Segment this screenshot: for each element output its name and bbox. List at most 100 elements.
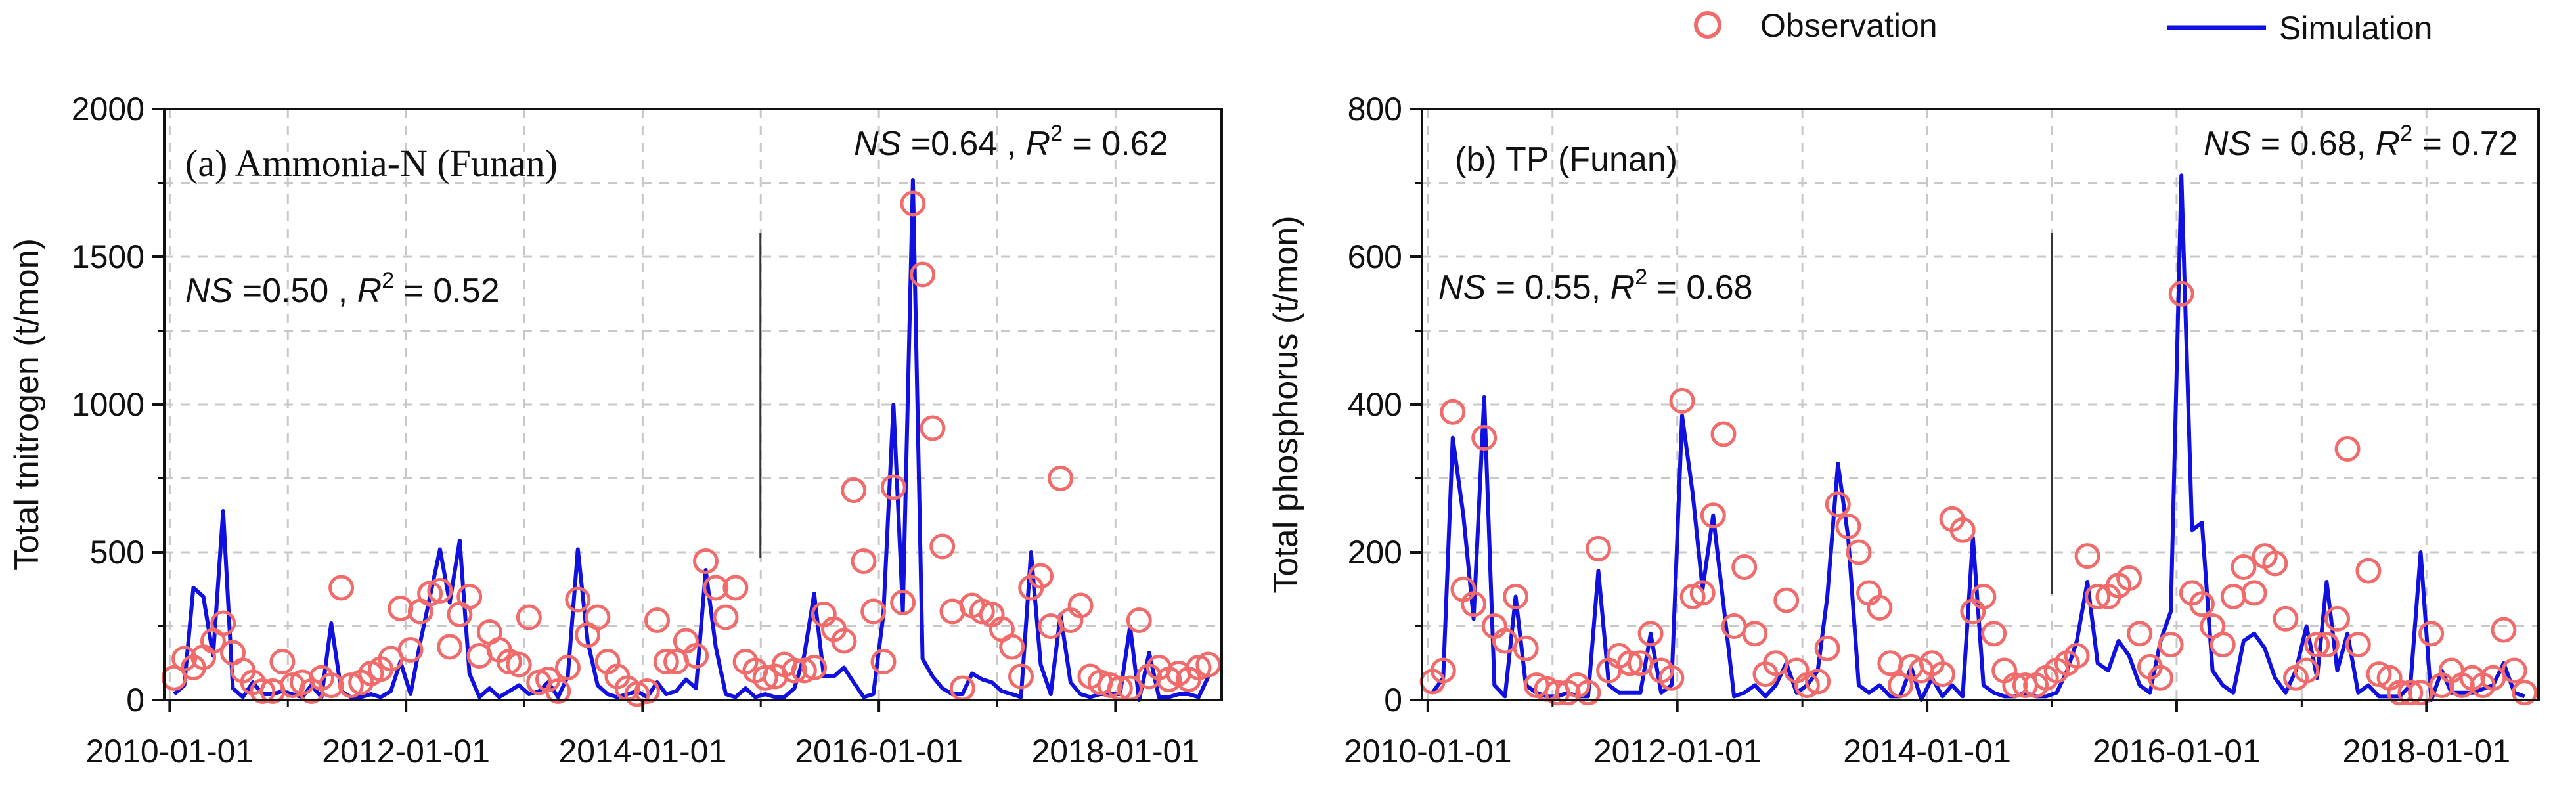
panel-a-observation-point [269, 649, 296, 674]
panel-b-frame [1421, 108, 2540, 701]
panel-b-observation-point [2074, 543, 2100, 569]
panel-b-ticks: 2010-01-01 2012-01-01 2014-01-01 2016-01-01… [1344, 91, 2510, 770]
panel-a-observation-point [693, 548, 719, 574]
panel-b-title: (b) TP (Funan) [1455, 141, 1677, 179]
panel-b-observation-point [1689, 580, 1716, 606]
panel-b-observation-point [1430, 657, 1456, 684]
panel-b-observation-point [2168, 280, 2194, 307]
panel-a-x-tick-label: 2014-01-01 [558, 733, 726, 770]
panel-b-observation-point [1513, 635, 1539, 661]
panel-a-validation-ns-value: =0.64 , [901, 125, 1025, 163]
panel-a-observation-point [338, 672, 364, 698]
panel-a-observation-point [565, 586, 591, 613]
panel-a-observation-point [929, 533, 956, 560]
panel-a-observation-point [880, 474, 906, 500]
panel-a-observation-point [801, 655, 828, 680]
panel-b-calibration-r2-exponent: 2 [1635, 265, 1647, 290]
panel-b-observation-point [2085, 584, 2111, 609]
panel-a-observation-point [713, 604, 739, 630]
panel-b-observation-point [1773, 587, 1800, 613]
legend-observation-marker [1694, 11, 1721, 39]
panel-b-validation-r2-exponent: 2 [2400, 121, 2412, 146]
panel-a-observation-point [318, 672, 344, 698]
panel-b: 2010-01-01 2012-01-01 2014-01-01 2016-01-01… [1267, 91, 2540, 770]
panel-b-observation-point [2324, 605, 2350, 632]
panel-b-observation-point [1949, 517, 1976, 543]
panel-b-observation-point [1794, 672, 1820, 698]
panel-a-calibration-ns-symbol: NS [185, 272, 233, 310]
panel-b-observation-point [1700, 502, 1726, 529]
panel-a-validation-stats: NS =0.64 , R2 = 0.62 [854, 121, 1168, 163]
panel-b-observation-point [1637, 621, 1664, 647]
panel-b-observation-point [2273, 605, 2299, 632]
panel-b-validation-ns-symbol: NS [2204, 125, 2252, 163]
panel-a-observation-point [791, 657, 817, 684]
panel-b-observation-point [1616, 650, 1643, 676]
panel-a-observation-point [250, 678, 276, 704]
panel-a-observation-point [999, 634, 1025, 660]
panel-b-observation-point [2064, 643, 2090, 669]
panel-b-x-tick-label: 2010-01-01 [1344, 733, 1512, 770]
panel-b-observation-point [2158, 632, 2184, 658]
panel-a-observation-point [1126, 607, 1152, 633]
panel-a-x-tick-label: 2010-01-01 [85, 733, 254, 770]
panel-b-observation-point [1461, 591, 1487, 617]
panel-a-ticks: 2010-01-01 2012-01-01 2014-01-01 2016-01-01… [72, 91, 1199, 770]
panel-a-grid [164, 109, 1222, 700]
panel-a-calibration-ns-value: =0.50 , [233, 272, 357, 310]
panel-b-observation-point [2366, 661, 2392, 688]
panel-b-observation-point [2491, 617, 2517, 643]
panel-a-observation-point [653, 649, 679, 674]
panel-a-x-tick-label: 2018-01-01 [1031, 733, 1199, 770]
panel-a-observation-point [1048, 466, 1074, 491]
panel-b-observation-point [2345, 632, 2371, 658]
panel-a-y-tick-label: 500 [90, 534, 144, 571]
panel-a-observation-point [516, 604, 542, 630]
panel-a-y-tick-label: 0 [126, 682, 144, 718]
panel-a-observation-point [782, 657, 807, 684]
panel-b-observation-point [1471, 425, 1498, 451]
panel-b-validation-stats: NS = 0.68, R2 = 0.72 [2204, 121, 2518, 163]
panel-b-observation-point [2334, 436, 2361, 462]
panel-a-observation-point [585, 604, 611, 630]
panel-a-calibration-r2-value: = 0.52 [394, 272, 499, 310]
panel-b-ylabel: Total phosphorus (t/mon) [1267, 215, 1305, 593]
panel-b-validation-r2-value: = 0.72 [2412, 125, 2518, 163]
panel-b-observation-point [1669, 387, 1695, 414]
panel-b-observation-point [2220, 584, 2246, 609]
panel-b-observation-point [1888, 672, 1913, 698]
panel-b-observation-point [1710, 421, 1737, 447]
panel-b-y-tick-label: 600 [1348, 238, 1402, 275]
panel-b-observation-point [1981, 621, 2007, 647]
panel-b-observation-point [1586, 535, 1611, 561]
panel-a-observation-point [1195, 651, 1222, 678]
panel-a-observation-point [722, 575, 749, 601]
panel-b-calibration-ns-value: = 0.55, [1486, 269, 1610, 307]
panel-b-y-tick-label: 0 [1384, 682, 1402, 718]
panel-a-y-tick-label: 1000 [72, 386, 144, 423]
panel-b-observation-point [1814, 635, 1840, 661]
panel-a-observation-point [289, 669, 315, 695]
panel-a-observation-point [624, 681, 650, 707]
panel-a-observation-point [910, 261, 936, 288]
panel-a-observation-point [506, 651, 532, 678]
panel-a-observation-point [1008, 663, 1034, 690]
panel-a-series [161, 178, 1222, 707]
panel-b-calibration-r2-value: = 0.68 [1647, 269, 1752, 307]
panel-b-observation-point [2241, 580, 2267, 606]
panel-a-x-tick-label: 2012-01-01 [322, 733, 490, 770]
panel-a-title: (a) Ammonia-N (Funan) [185, 142, 558, 185]
panel-a-observation-point [1097, 672, 1123, 698]
panel-a-observation-point [831, 628, 857, 654]
panel-b-observation-point [2501, 657, 2527, 684]
panel-b-simulation-line [1431, 173, 2525, 702]
panel-a-validation-r2-value: = 0.62 [1063, 125, 1168, 163]
panel-b-observation-point [1658, 665, 1685, 691]
panel-b-validation-ns-value: = 0.68, [2251, 125, 2375, 163]
panel-b-x-tick-label: 2016-01-01 [2093, 733, 2261, 770]
panel-b-calibration-stats: NS = 0.55, R2 = 0.68 [1438, 265, 1753, 307]
panel-a-observation-point [328, 575, 355, 601]
panel-b-x-tick-label: 2012-01-01 [1593, 733, 1762, 770]
panel-a-calibration-r2-symbol: R [357, 272, 382, 310]
panel-b-observation-point [1731, 554, 1758, 580]
